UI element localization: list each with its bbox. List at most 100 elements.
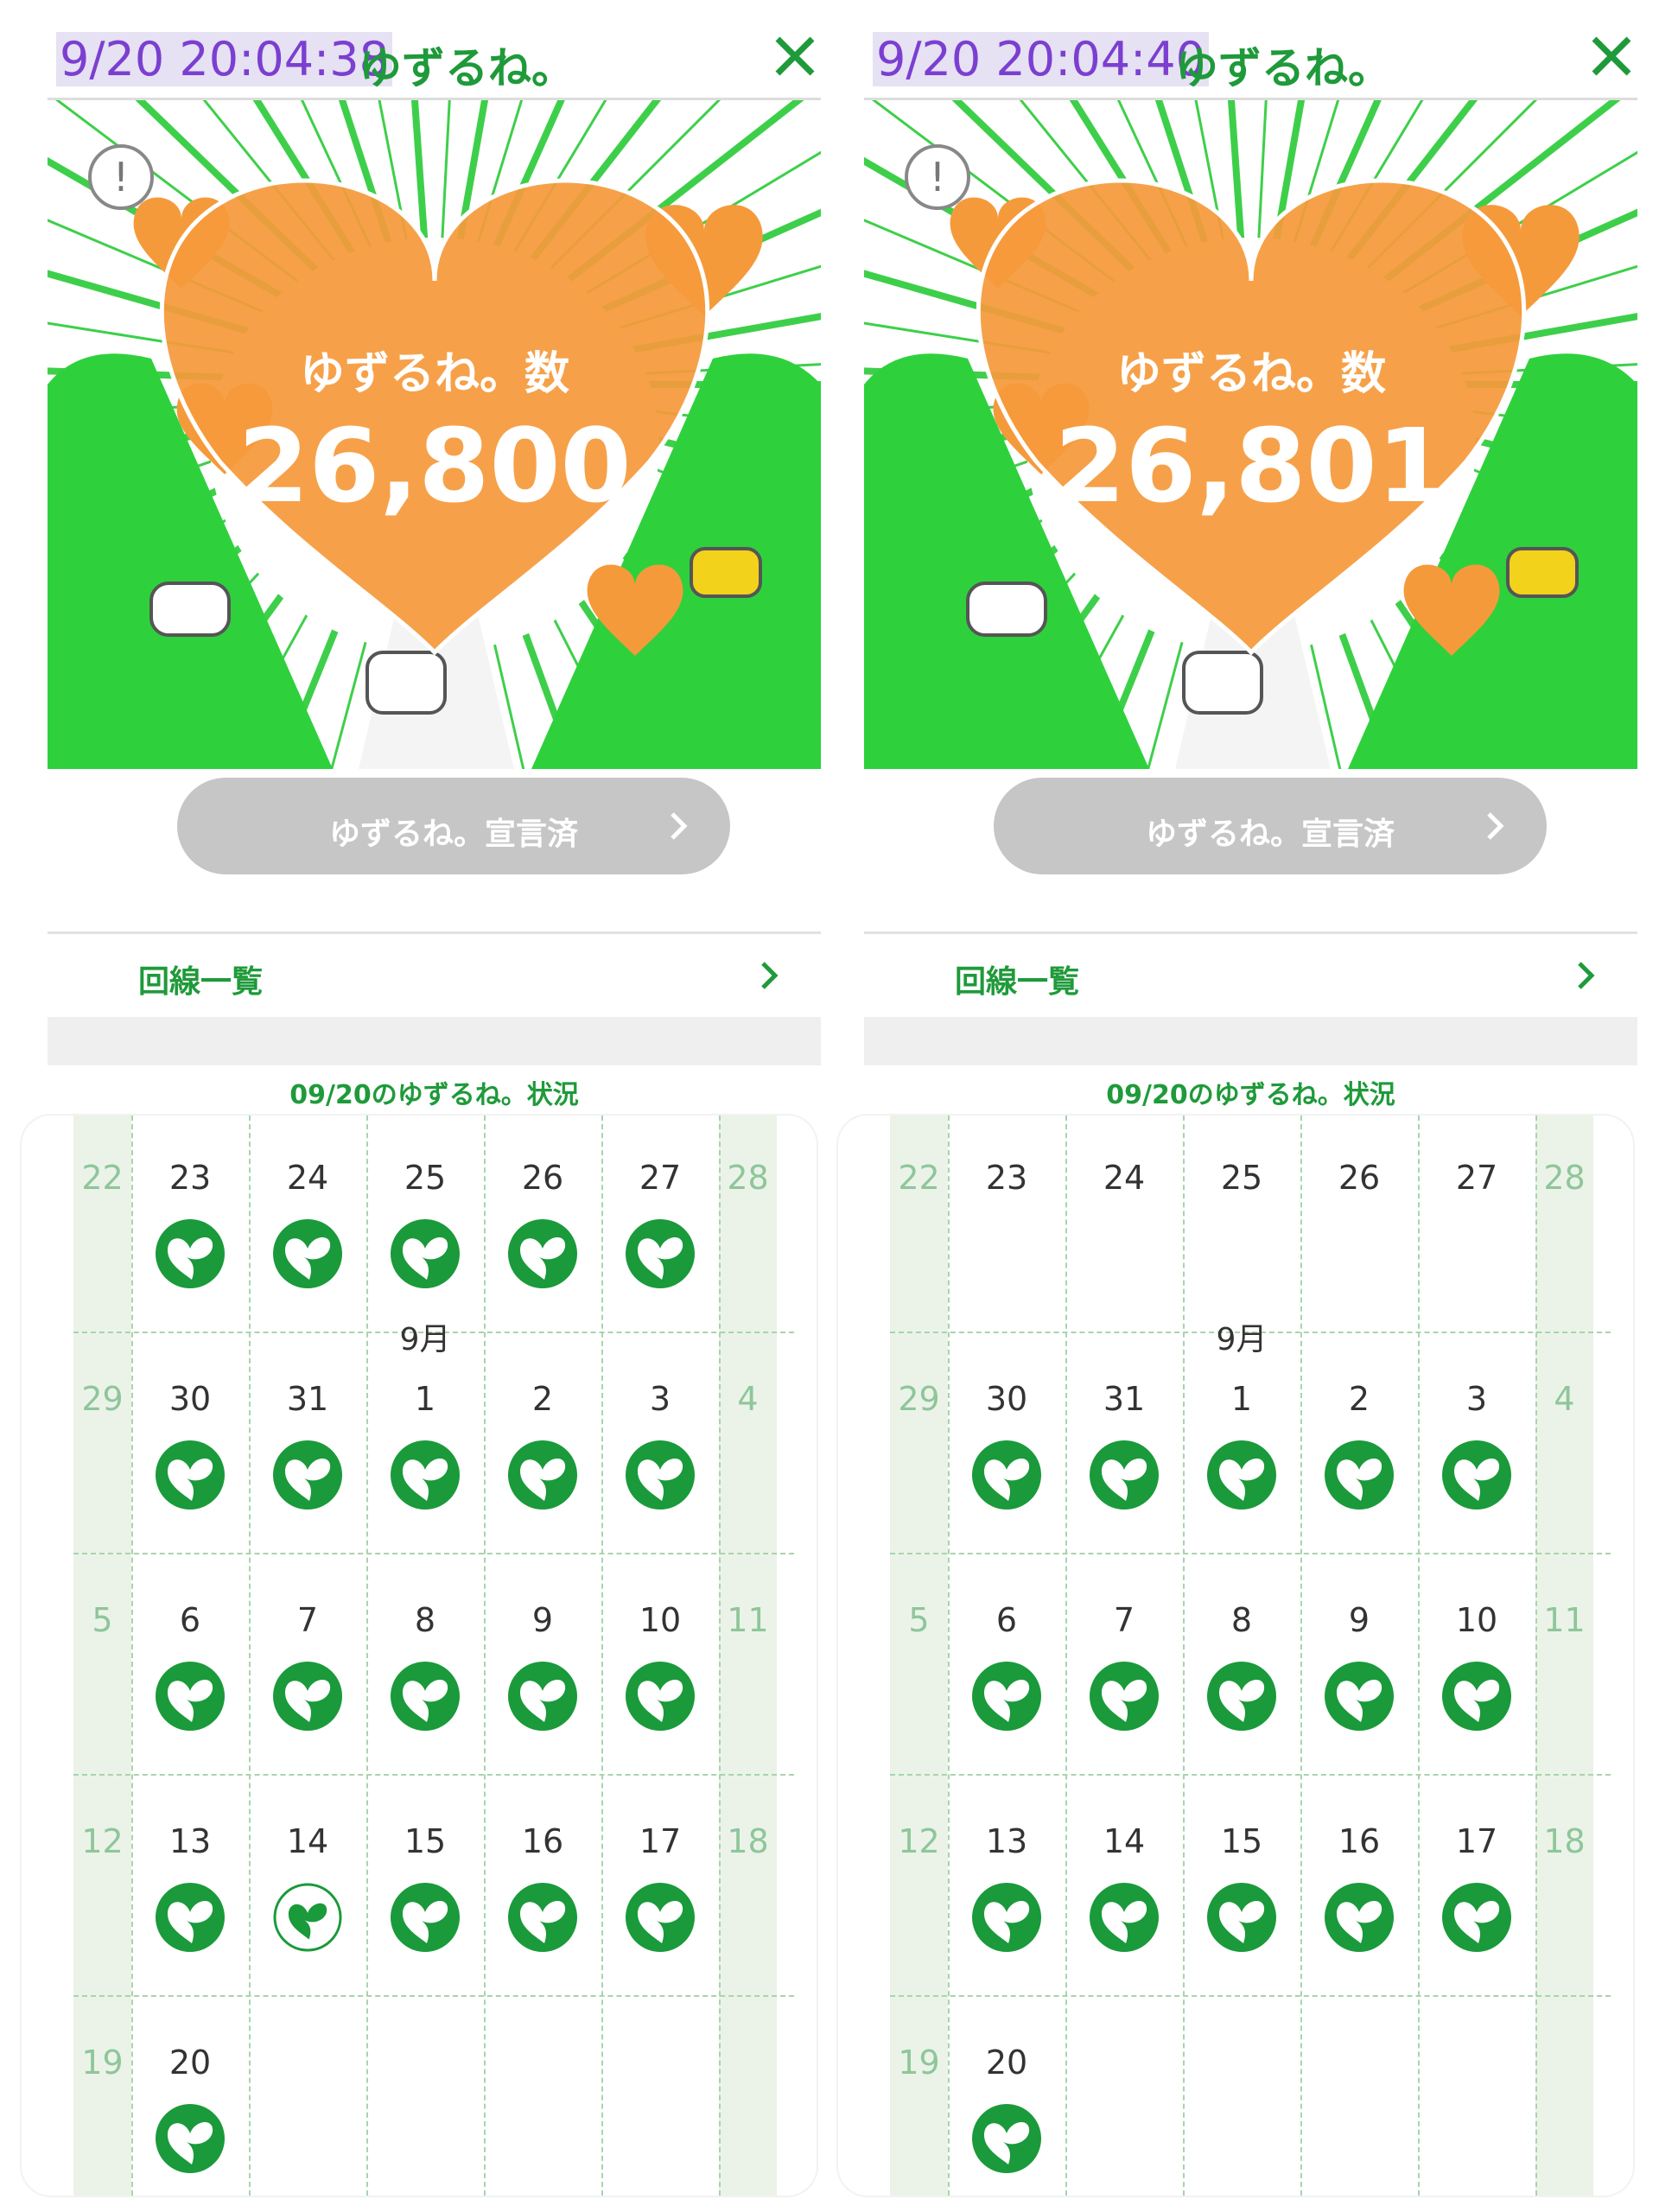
day-number: 27 [639, 1159, 682, 1197]
line-list-label: 回線一覧 [138, 964, 264, 1000]
day-number: 31 [286, 1380, 329, 1418]
grid-line [948, 1116, 950, 2196]
grid-line [73, 1995, 794, 1997]
day-number: 10 [1455, 1601, 1498, 1639]
stamp-filled [1207, 1662, 1276, 1731]
day-number: 20 [168, 2044, 212, 2082]
day-number: 18 [1543, 1822, 1586, 1860]
month-label: 9月 [399, 1322, 451, 1357]
day-number: 26 [1338, 1159, 1381, 1197]
day-number: 9 [1348, 1601, 1370, 1639]
stamp-filled [1090, 1662, 1159, 1731]
grid-line [890, 1553, 1611, 1554]
month-label: 9月 [1216, 1322, 1268, 1357]
header: 9/20 20:04:38 ゆずるね。 [48, 22, 821, 100]
grid-line [131, 1116, 133, 2196]
day-number: 19 [81, 2044, 124, 2082]
day-number: 26 [521, 1159, 564, 1197]
illustration: ! ゆずるね。数 26,801 [864, 99, 1637, 769]
day-number: 1 [414, 1380, 436, 1418]
day-number: 5 [92, 1601, 113, 1639]
day-number: 15 [1220, 1822, 1263, 1860]
stamp-filled [156, 1662, 225, 1731]
grid-line [1065, 1116, 1067, 2196]
day-number: 30 [168, 1380, 212, 1418]
svg-text:!: ! [930, 154, 945, 200]
day-number: 28 [1543, 1159, 1586, 1197]
stamp-filled [391, 1662, 460, 1731]
grid-line [1183, 1116, 1185, 2196]
chevron [671, 812, 688, 840]
day-number: 25 [404, 1159, 447, 1197]
stamp-filled [273, 1440, 342, 1510]
declare-button[interactable]: ゆずるね。宣言済 [177, 778, 730, 874]
grid-line [366, 1116, 368, 2196]
grid-line [1300, 1116, 1302, 2196]
grid-line [601, 1116, 603, 2196]
day-number: 25 [1220, 1159, 1263, 1197]
line-list-row[interactable]: 回線一覧 [864, 931, 1637, 1020]
grid-line [1535, 1116, 1537, 2196]
chevron [1487, 812, 1504, 840]
stamp-filled [156, 1219, 225, 1288]
day-number: 24 [286, 1159, 329, 1197]
timestamp: 9/20 20:04:38 [56, 32, 392, 86]
stamp-filled [1442, 1440, 1511, 1510]
day-number: 27 [1455, 1159, 1498, 1197]
stamp-filled [391, 1883, 460, 1952]
day-number: 7 [296, 1601, 319, 1639]
day-number: 29 [898, 1380, 940, 1418]
phone-panel: ! ゆずるね。数 26,800 9/20 20:04:38 ゆずるね。ゆずるね。宣言済回… [22, 0, 821, 2212]
day-number: 18 [727, 1822, 769, 1860]
day-number: 16 [521, 1822, 564, 1860]
stamp-filled [273, 1662, 342, 1731]
stamp-filled [972, 2104, 1041, 2173]
illustration-art: ! ゆずるね。数 26,801 [864, 99, 1637, 769]
day-number: 2 [531, 1380, 554, 1418]
day-number: 13 [985, 1822, 1028, 1860]
phone-panel: ! ゆずるね。数 26,801 9/20 20:04:40 ゆずるね。 ゆずるね。宣言済回… [838, 0, 1637, 2212]
grid-line [249, 1116, 251, 2196]
day-number: 23 [985, 1159, 1028, 1197]
grid-line [890, 1774, 1611, 1776]
grid-line [73, 1553, 794, 1554]
stamp-filled [1325, 1440, 1394, 1510]
close-icon[interactable] [769, 30, 821, 82]
grid-line [890, 1995, 1611, 1997]
day-number: 6 [179, 1601, 201, 1639]
day-number: 5 [908, 1601, 930, 1639]
stamp-filled [972, 1440, 1041, 1510]
weekend-column [1535, 1116, 1593, 2196]
stamp-filled [273, 1219, 342, 1288]
weekend-column [719, 1116, 777, 2196]
stamp-filled [1325, 1662, 1394, 1731]
declare-button[interactable]: ゆずるね。宣言済 [994, 778, 1547, 874]
status-heading: 09/20のゆずるね。状況 [289, 1080, 579, 1110]
line-list-row[interactable]: 回線一覧 [48, 931, 821, 1020]
close-button[interactable] [1586, 30, 1637, 82]
stamp-filled [972, 1662, 1041, 1731]
separator-strip [864, 1017, 1637, 1065]
count-label: ゆずるね。数 [300, 348, 569, 400]
stamp-filled [508, 1662, 577, 1731]
close-button[interactable] [769, 30, 821, 82]
close-icon[interactable] [1586, 30, 1637, 82]
day-number: 4 [1554, 1380, 1575, 1418]
day-number: 17 [639, 1822, 682, 1860]
illustration: ! ゆずるね。数 26,800 [48, 99, 821, 769]
day-number: 6 [995, 1601, 1018, 1639]
stamp-filled [156, 1883, 225, 1952]
day-number: 31 [1103, 1380, 1146, 1418]
illustration-art: ! ゆずるね。数 26,800 [48, 99, 821, 769]
count: 26,800 [238, 406, 631, 525]
day-number: 12 [898, 1822, 940, 1860]
weekend-column [73, 1116, 131, 2196]
svg-text:!: ! [113, 154, 129, 200]
grid-line [719, 1116, 721, 2196]
day-number: 17 [1455, 1822, 1498, 1860]
stamp-filled [1207, 1440, 1276, 1510]
day-number: 30 [985, 1380, 1028, 1418]
grid-line [73, 1774, 794, 1776]
stamp-outline [273, 1883, 342, 1952]
day-number: 28 [727, 1159, 769, 1197]
